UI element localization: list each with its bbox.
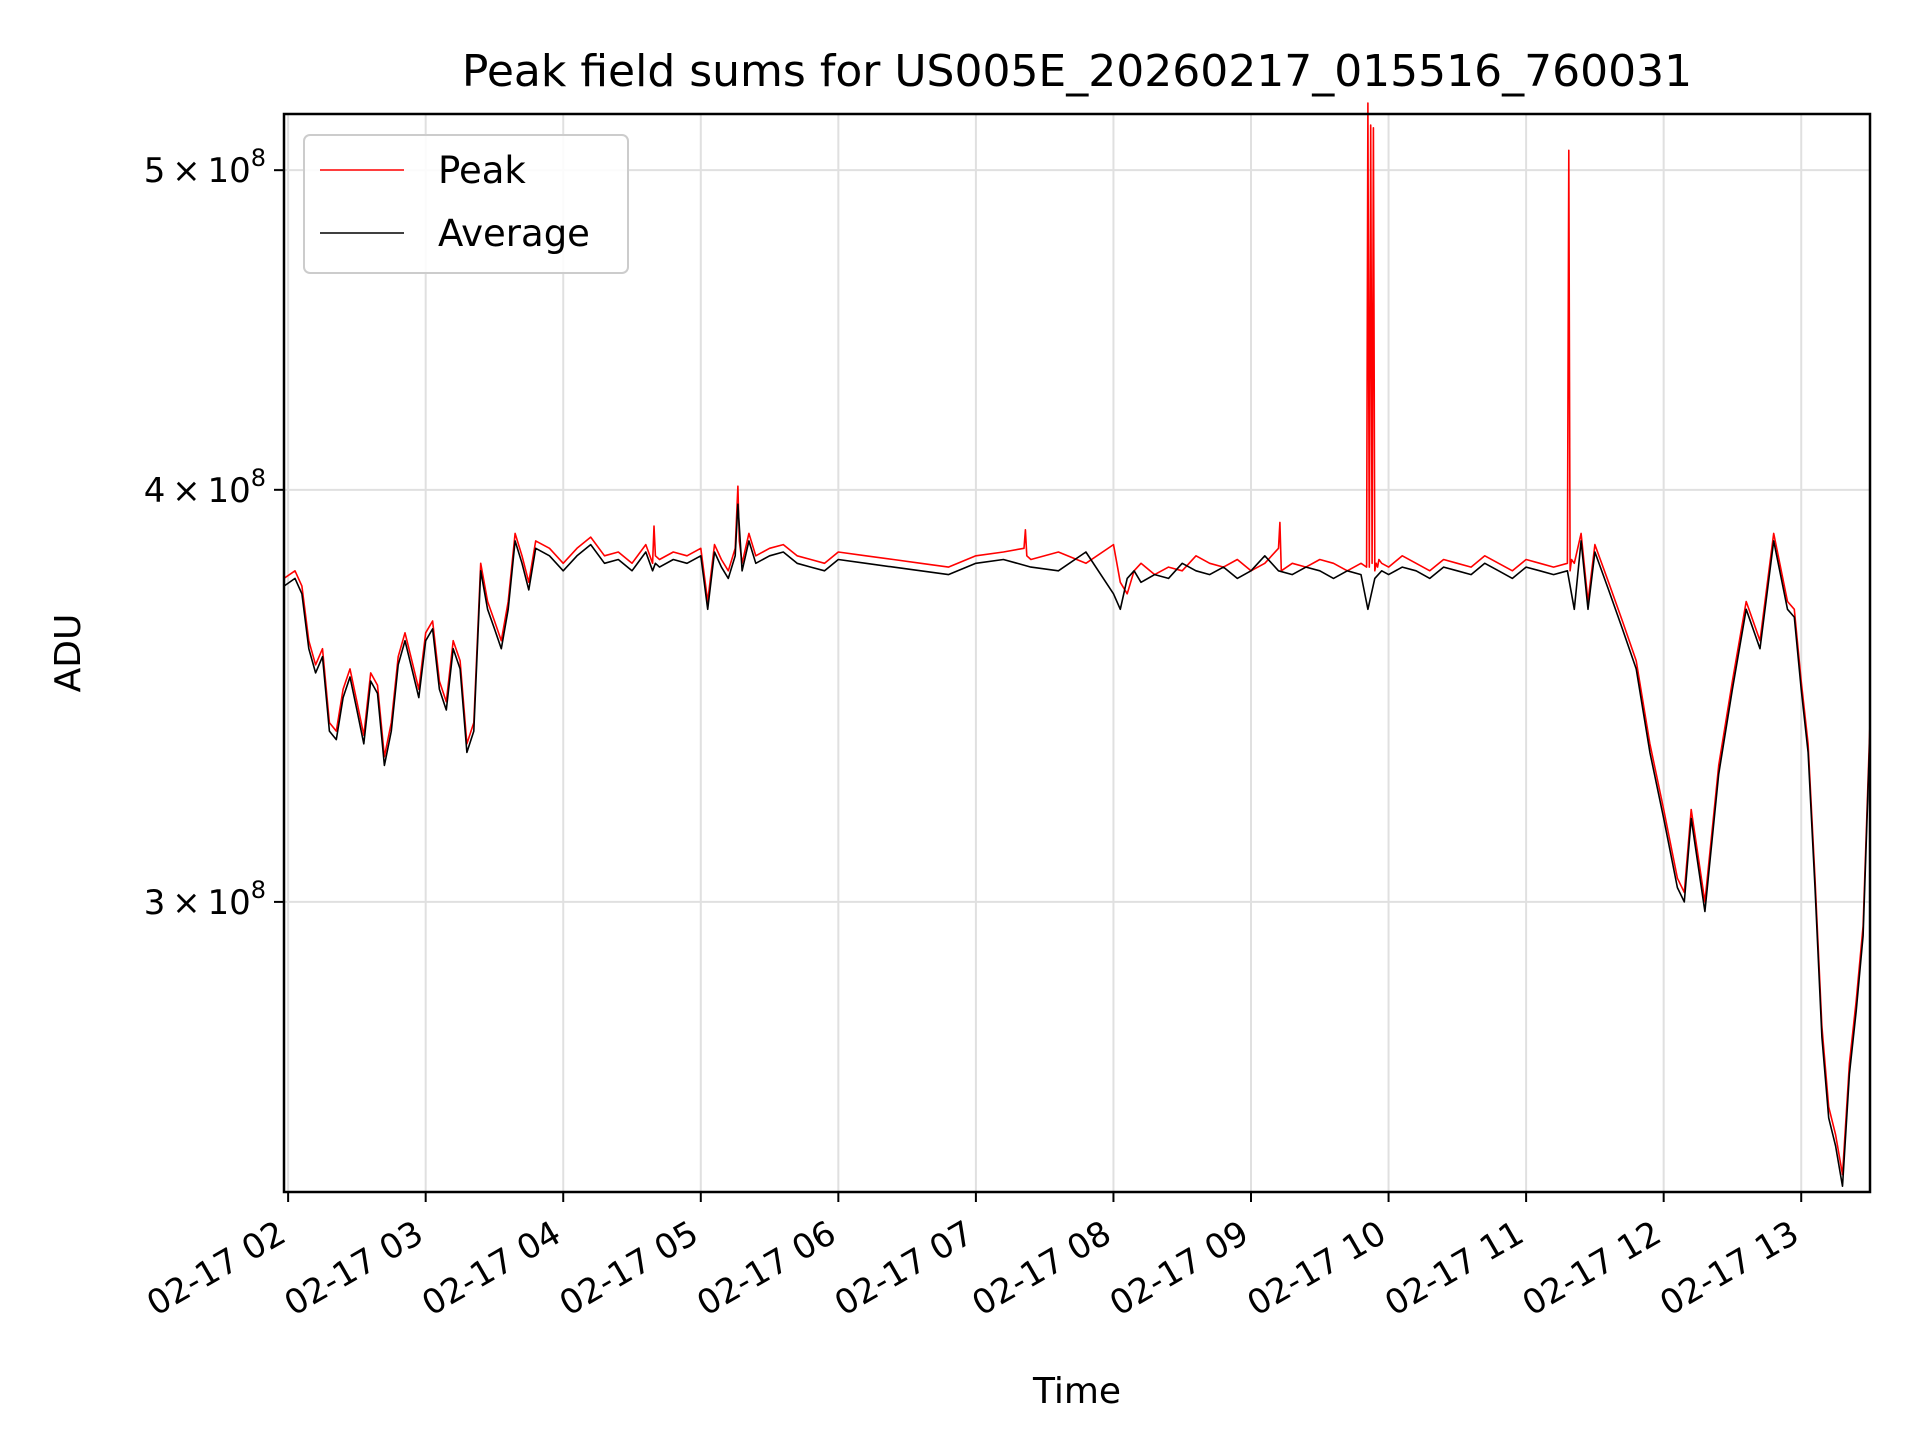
y-tick-label: 5 × 108	[144, 144, 266, 191]
y-axis-label: ADU	[48, 614, 89, 693]
series-line-peak	[283, 102, 1871, 1176]
legend-label-average: Average	[438, 212, 590, 255]
grid	[284, 114, 1870, 1192]
series-group	[283, 102, 1871, 1187]
legend-label-peak: Peak	[438, 149, 526, 192]
y-axis-ticks: 3 × 108 4 × 108 5 × 108	[144, 144, 284, 923]
y-tick-label: 3 × 108	[144, 876, 266, 923]
y-tick-label: 4 × 108	[144, 464, 266, 511]
legend: Peak Average	[303, 134, 629, 274]
chart-title: Peak field sums for US005E_20260217_0155…	[462, 46, 1692, 97]
plot-frame	[282, 112, 1872, 1194]
series-line-average	[283, 503, 1871, 1187]
x-axis-label: Time	[1032, 1371, 1121, 1412]
